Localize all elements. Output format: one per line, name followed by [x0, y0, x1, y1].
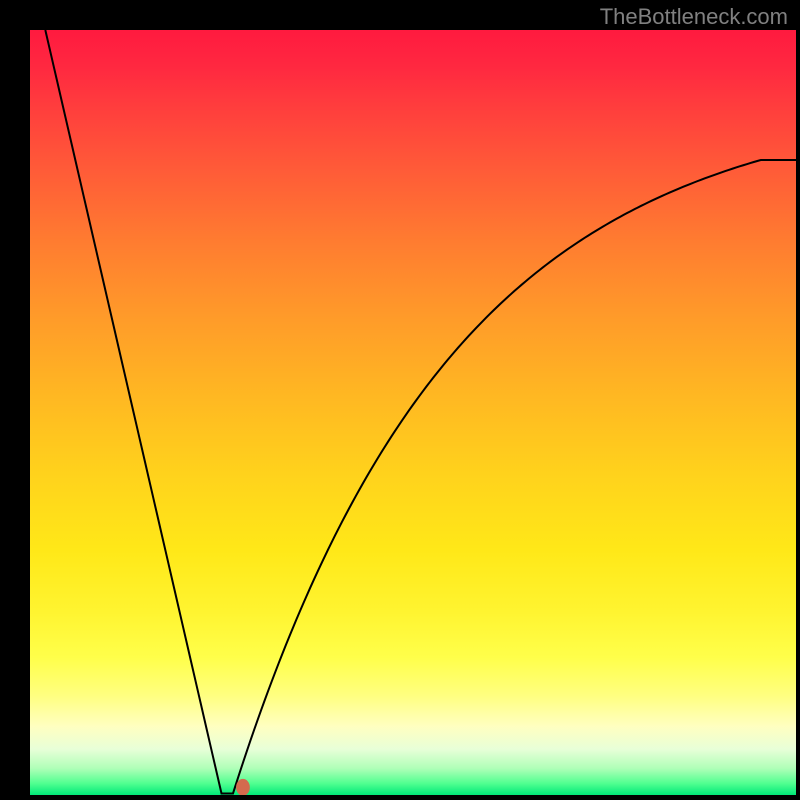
chart-plot-area — [30, 30, 796, 795]
optimal-point-marker — [236, 779, 250, 795]
watermark-label: TheBottleneck.com — [600, 4, 788, 30]
chart-svg — [30, 30, 796, 795]
